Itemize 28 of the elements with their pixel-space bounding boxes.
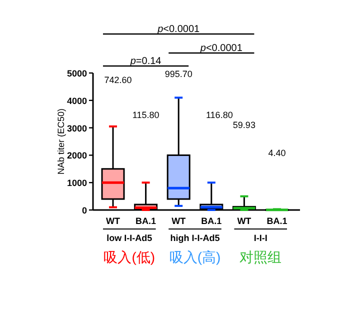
text: p=0.14 bbox=[129, 56, 162, 67]
annotation: 59.93 bbox=[232, 120, 256, 130]
annotation: 4.40 bbox=[268, 148, 286, 158]
x-tick-label: BA.1 bbox=[136, 216, 156, 226]
x-tick-label: BA.1 bbox=[201, 216, 222, 226]
annotation: 116.80 bbox=[206, 110, 233, 120]
text: p<0.0001 bbox=[156, 24, 200, 35]
y-tick-label: 0 bbox=[82, 206, 87, 216]
text: I-I-I bbox=[254, 233, 268, 243]
text: p<0.0001 bbox=[199, 43, 243, 54]
x-tick-label: WT bbox=[106, 216, 120, 226]
text: low I-I-Ad5 bbox=[106, 233, 152, 243]
x-tick-label: WT bbox=[237, 216, 252, 226]
text: 吸入(高) bbox=[169, 249, 221, 265]
y-tick-label: 5000 bbox=[66, 68, 87, 78]
text: high I-I-Ad5 bbox=[170, 233, 220, 243]
y-axis-title: NAb titer (EC50) bbox=[56, 108, 66, 175]
annotation: 742.60 bbox=[104, 75, 132, 85]
y-tick-label: 4000 bbox=[66, 96, 87, 106]
y-tick-label: 1000 bbox=[66, 178, 87, 188]
annotation: 115.80 bbox=[132, 110, 160, 120]
x-tick-label: BA.1 bbox=[266, 216, 288, 226]
annotation: 995.70 bbox=[164, 69, 192, 79]
y-tick-label: 3000 bbox=[66, 123, 87, 134]
y-tick-label: 2000 bbox=[66, 150, 87, 161]
text: 吸入(低) bbox=[104, 249, 156, 265]
x-tick-label: WT bbox=[172, 216, 186, 226]
text: 对照组 bbox=[240, 249, 282, 265]
